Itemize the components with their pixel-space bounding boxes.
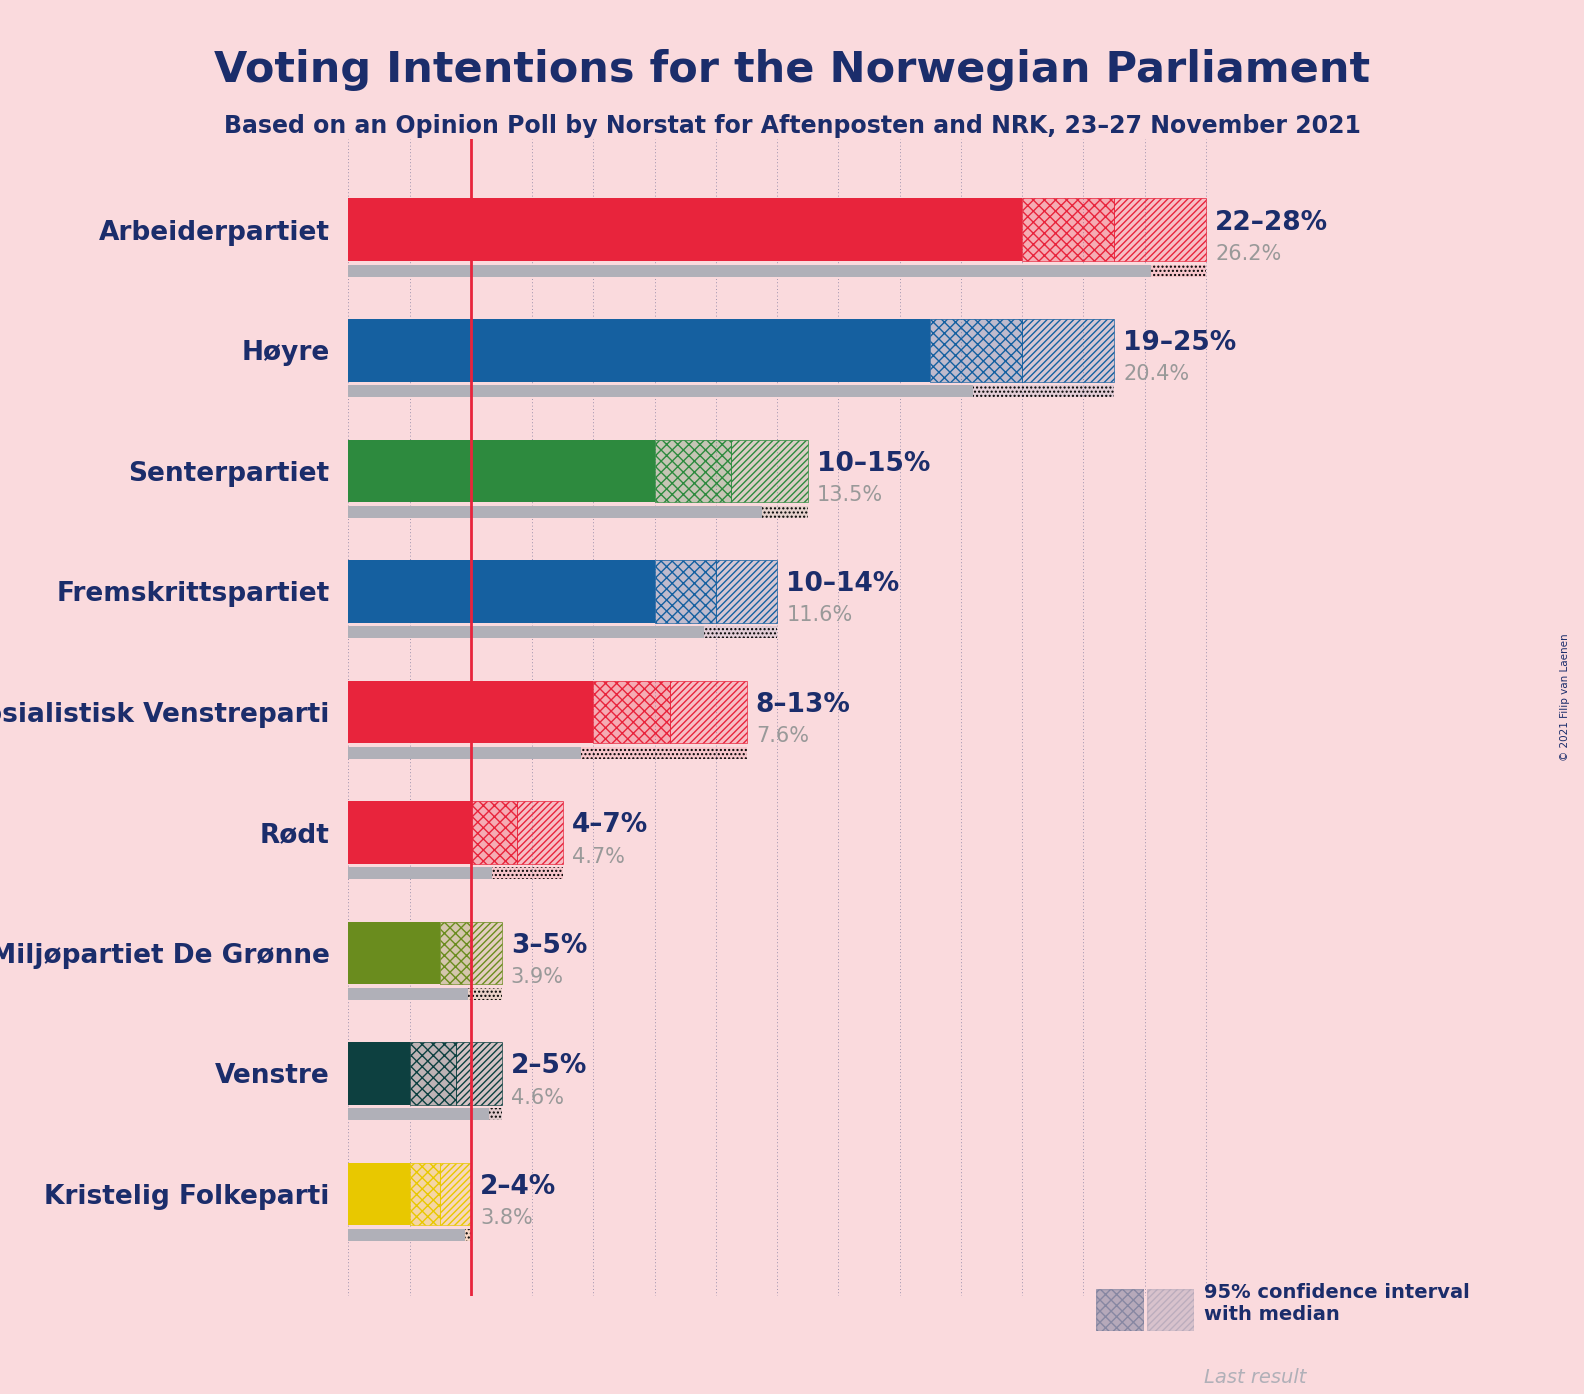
Text: Voting Intentions for the Norwegian Parliament: Voting Intentions for the Norwegian Parl… (214, 49, 1370, 91)
Bar (654, 560, 716, 623)
Bar (348, 680, 594, 743)
Bar (348, 747, 746, 758)
Bar (348, 198, 1022, 261)
Bar (348, 988, 502, 999)
Bar (516, 802, 562, 864)
Bar (1114, 198, 1205, 261)
Text: 11.6%: 11.6% (786, 605, 852, 626)
Bar (348, 265, 1205, 277)
Bar (410, 1043, 456, 1105)
Bar (1022, 319, 1114, 382)
Text: 3.9%: 3.9% (510, 967, 564, 987)
Text: 4.6%: 4.6% (510, 1087, 564, 1108)
Text: 10–14%: 10–14% (786, 572, 900, 597)
Bar (410, 1163, 440, 1225)
Text: © 2021 Filip van Laenen: © 2021 Filip van Laenen (1560, 633, 1570, 761)
Bar (716, 560, 778, 623)
Text: Last result: Last result (1204, 1368, 1307, 1387)
Bar (670, 680, 746, 743)
Bar (348, 626, 703, 638)
Bar (348, 1230, 470, 1241)
Bar (654, 439, 732, 502)
Bar (930, 319, 1022, 382)
Bar (410, 1043, 456, 1105)
Text: 13.5%: 13.5% (817, 485, 884, 505)
Bar (1022, 198, 1114, 261)
Bar (470, 921, 502, 984)
Text: 19–25%: 19–25% (1123, 330, 1237, 355)
Bar (348, 439, 654, 502)
Text: 95% confidence interval
with median: 95% confidence interval with median (1204, 1282, 1470, 1324)
Bar (732, 439, 808, 502)
Text: 3–5%: 3–5% (510, 933, 588, 959)
Bar (348, 385, 1114, 397)
Text: 20.4%: 20.4% (1123, 364, 1190, 385)
Bar (732, 439, 808, 502)
Text: 2–5%: 2–5% (510, 1054, 588, 1079)
Bar (348, 1043, 410, 1105)
Bar (348, 747, 581, 758)
Bar (348, 1108, 489, 1121)
Bar (716, 560, 778, 623)
Text: Based on an Opinion Poll by Norstat for Aftenposten and NRK, 23–27 November 2021: Based on an Opinion Poll by Norstat for … (223, 114, 1361, 138)
Text: 7.6%: 7.6% (756, 726, 809, 746)
Bar (440, 1163, 470, 1225)
Bar (670, 680, 746, 743)
Bar (1114, 198, 1205, 261)
Text: 2–4%: 2–4% (480, 1174, 556, 1200)
Bar (440, 921, 470, 984)
Bar (470, 802, 516, 864)
Bar (594, 680, 670, 743)
Bar (348, 921, 440, 984)
Bar (348, 802, 470, 864)
Text: 4–7%: 4–7% (572, 813, 648, 838)
Text: 4.7%: 4.7% (572, 846, 626, 867)
Bar (348, 626, 778, 638)
Bar (348, 319, 930, 382)
Bar (348, 385, 973, 397)
Bar (456, 1043, 502, 1105)
Text: 22–28%: 22–28% (1215, 209, 1329, 236)
Bar (516, 802, 562, 864)
Bar (348, 506, 762, 517)
Bar (348, 1230, 464, 1241)
Bar (440, 1163, 470, 1225)
Text: 10–15%: 10–15% (817, 450, 930, 477)
Bar (470, 802, 516, 864)
Text: 26.2%: 26.2% (1215, 244, 1281, 263)
Bar (1022, 198, 1114, 261)
Text: 8–13%: 8–13% (756, 691, 851, 718)
Bar (654, 439, 732, 502)
Bar (456, 1043, 502, 1105)
Bar (470, 921, 502, 984)
Bar (594, 680, 670, 743)
Bar (348, 867, 562, 880)
Bar (1022, 319, 1114, 382)
Text: 3.8%: 3.8% (480, 1209, 532, 1228)
Bar (654, 560, 716, 623)
Bar (440, 921, 470, 984)
Bar (348, 1108, 502, 1121)
Bar (410, 1163, 440, 1225)
Bar (348, 1163, 410, 1225)
Bar (348, 506, 808, 517)
Bar (348, 265, 1152, 277)
Bar (930, 319, 1022, 382)
Bar (348, 867, 493, 880)
Bar (348, 988, 467, 999)
Bar (348, 560, 654, 623)
